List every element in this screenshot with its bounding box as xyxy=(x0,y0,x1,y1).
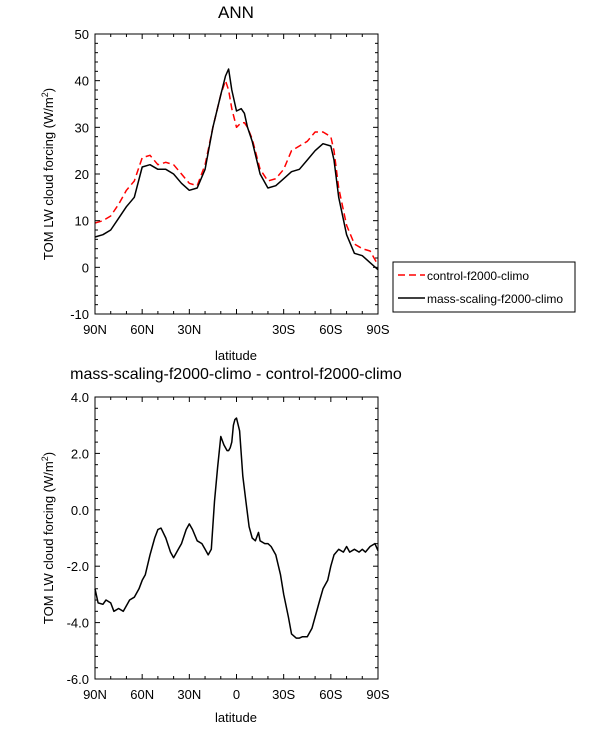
series-line-control-f2000-climo xyxy=(94,79,379,266)
y-tick-label: 40 xyxy=(75,74,89,89)
x-tick-label: 90N xyxy=(83,687,107,702)
legend-label-control: control-f2000-climo xyxy=(427,269,529,283)
top-x-axis-label: latitude xyxy=(215,348,257,363)
x-tick-label: 60N xyxy=(130,687,154,702)
x-tick-label: 60S xyxy=(319,322,342,337)
y-tick-label: -2.0 xyxy=(67,559,89,574)
top-panel: ANN -10 0 10 20 30 40 50 90N 60N 30N 30S 60S 90S lat… xyxy=(40,3,576,363)
legend-label-mass-scaling: mass-scaling-f2000-climo xyxy=(427,292,563,306)
bottom-y-axis-label: TOM LW cloud forcing (W/m2) xyxy=(40,452,56,624)
legend: control-f2000-climo mass-scaling-f2000-c… xyxy=(392,261,576,313)
y-tick-label: -10 xyxy=(70,307,89,322)
x-tick-label: 30S xyxy=(272,322,295,337)
x-tick-label: 30S xyxy=(272,687,295,702)
series-line-mass-scaling-f2000-climo xyxy=(94,68,379,271)
bottom-panel-title: mass-scaling-f2000-climo - control-f2000… xyxy=(70,366,402,383)
x-tick-label: 30N xyxy=(177,687,201,702)
y-tick-label: 10 xyxy=(75,214,89,229)
x-tick-label: 90S xyxy=(366,687,389,702)
series-line-difference xyxy=(94,417,379,639)
x-tick-label: 90S xyxy=(366,322,389,337)
x-tick-label: 60N xyxy=(130,322,154,337)
x-tick-label: 0 xyxy=(233,687,240,702)
y-tick-label: 0.0 xyxy=(71,503,89,518)
bottom-x-axis-label: latitude xyxy=(215,710,257,725)
top-y-axis-label: TOM LW cloud forcing (W/m2) xyxy=(40,88,56,260)
y-tick-label: 2.0 xyxy=(71,446,89,461)
x-tick-label: 30N xyxy=(177,322,201,337)
y-tick-label: 4.0 xyxy=(71,390,89,405)
top-panel-title: ANN xyxy=(218,3,254,22)
x-tick-label: 60S xyxy=(319,687,342,702)
bottom-panel: mass-scaling-f2000-climo - control-f2000… xyxy=(40,366,402,725)
y-tick-label: -4.0 xyxy=(67,616,89,631)
y-tick-label: 0 xyxy=(82,260,89,275)
y-tick-label: 30 xyxy=(75,120,89,135)
x-tick-label: 90N xyxy=(83,322,107,337)
y-tick-label: 20 xyxy=(75,167,89,182)
y-tick-label: 50 xyxy=(75,27,89,42)
legend-box xyxy=(392,261,576,313)
y-tick-label: -6.0 xyxy=(67,672,89,687)
